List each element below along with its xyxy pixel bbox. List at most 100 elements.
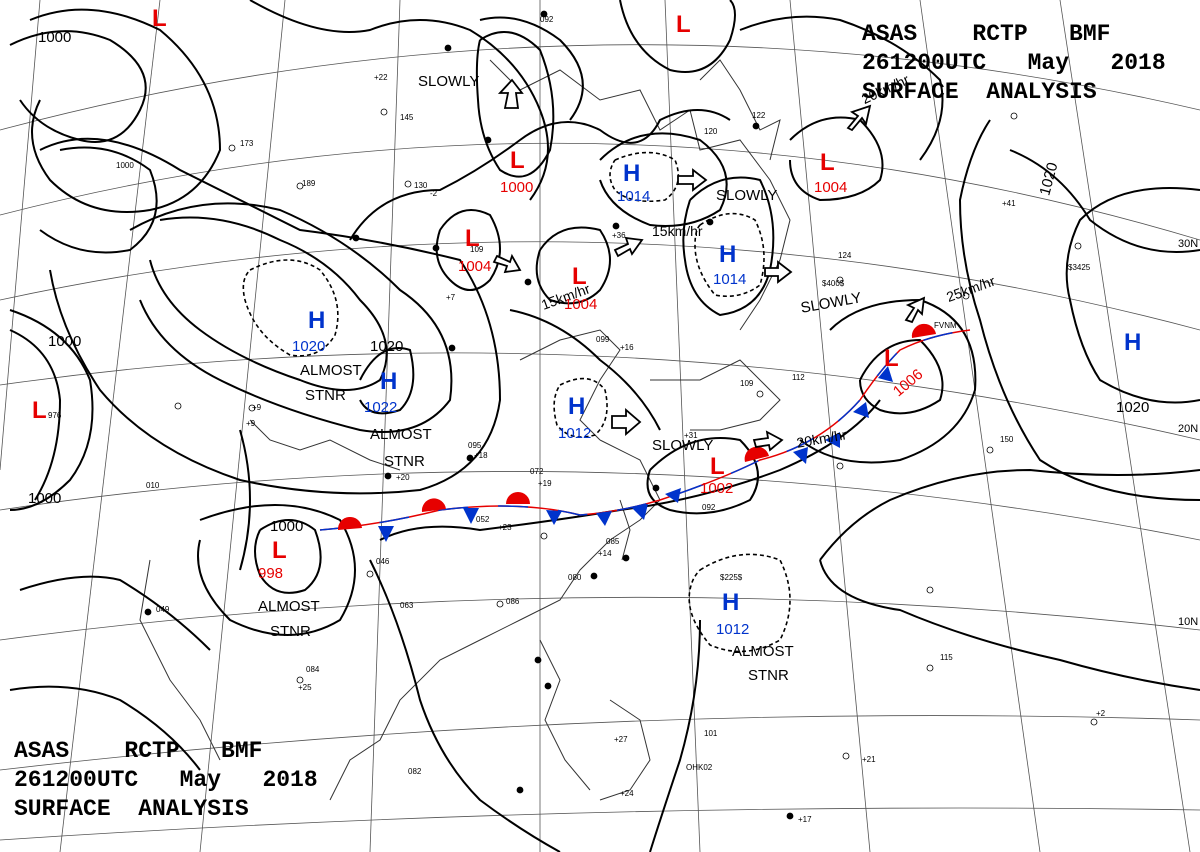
station-value: 099 bbox=[596, 335, 610, 344]
station-value: 072 bbox=[530, 467, 544, 476]
station-value: 189 bbox=[302, 179, 316, 188]
warm-front-semicircles bbox=[337, 323, 936, 530]
station-value: $225$ bbox=[720, 573, 743, 582]
isobar-label: 1000 bbox=[270, 518, 303, 535]
header-line-1: ASAS RCTP BMF bbox=[862, 21, 1111, 47]
station-value: 095 bbox=[468, 441, 482, 450]
motion-label: ALMOST bbox=[370, 426, 432, 443]
header-line-2: 261200UTC May 2018 bbox=[14, 767, 318, 793]
station-value: 049 bbox=[156, 605, 170, 614]
lat-label-30n: 30N bbox=[1178, 238, 1198, 250]
header-line-2: 261200UTC May 2018 bbox=[862, 50, 1166, 76]
motion-label: SLOWLY bbox=[652, 437, 713, 454]
isobar-label: 1000 bbox=[38, 29, 71, 46]
low-symbol: L bbox=[820, 149, 835, 176]
low-symbol: L bbox=[572, 263, 587, 290]
high-value: 1022 bbox=[364, 399, 397, 416]
low-value: 1000 bbox=[500, 179, 533, 196]
motion-label: STNR bbox=[384, 453, 425, 470]
high-symbol: H bbox=[568, 393, 585, 420]
station-value: $3425 bbox=[1068, 263, 1091, 272]
header-line-3: SURFACE ANALYSIS bbox=[14, 796, 249, 822]
low-value: 998 bbox=[258, 565, 283, 582]
station-value: +36 bbox=[612, 231, 626, 240]
station-markers bbox=[144, 10, 1098, 820]
station-value: 1000 bbox=[116, 161, 134, 170]
isobar-label: 1000 bbox=[28, 490, 61, 507]
station-value: 120 bbox=[704, 127, 718, 136]
station-value: OHK02 bbox=[686, 763, 713, 772]
station-value: 101 bbox=[704, 729, 718, 738]
header-line-3: SURFACE ANALYSIS bbox=[862, 79, 1097, 105]
station-value: 080 bbox=[568, 573, 582, 582]
station-value: +16 bbox=[620, 343, 634, 352]
station-value: +27 bbox=[614, 735, 628, 744]
station-value: +9 bbox=[246, 419, 256, 428]
station-value: +22 bbox=[374, 73, 388, 82]
high-symbol: H bbox=[1124, 329, 1141, 356]
high-value: 1012 bbox=[558, 425, 591, 442]
motion-arrow-icon bbox=[846, 104, 872, 132]
low-value: 1004 bbox=[458, 258, 491, 275]
station-value: 046 bbox=[376, 557, 390, 566]
motion-arrow-icon bbox=[492, 253, 522, 274]
station-value: 976 bbox=[48, 411, 62, 420]
lat-label-10n: 10N bbox=[1178, 616, 1198, 628]
station-value: 084 bbox=[306, 665, 320, 674]
motion-arrow-icon bbox=[611, 408, 642, 436]
station-value: +24 bbox=[620, 789, 634, 798]
station-value: 124 bbox=[838, 251, 852, 260]
low-symbol: L bbox=[152, 5, 167, 32]
low-symbol: L bbox=[676, 11, 691, 38]
station-value: +17 bbox=[798, 815, 812, 824]
station-value: 122 bbox=[752, 111, 766, 120]
station-value: +25 bbox=[298, 683, 312, 692]
station-value: 052 bbox=[476, 515, 490, 524]
motion-arrow-icon bbox=[764, 260, 793, 284]
high-value: 1012 bbox=[716, 621, 749, 638]
isobar-label: 1000 bbox=[48, 333, 81, 350]
station-value: 130 bbox=[414, 181, 428, 190]
motion-label: FVNM bbox=[934, 321, 957, 330]
low-value: 1004 bbox=[814, 179, 847, 196]
low-symbol: L bbox=[272, 537, 287, 564]
chart-header-bottom: ASAS RCTP BMF 261200UTC May 2018 SURFACE A… bbox=[14, 737, 318, 824]
header-line-1: ASAS RCTP BMF bbox=[14, 738, 263, 764]
station-value: +31 bbox=[684, 431, 698, 440]
coastlines bbox=[139, 59, 791, 801]
motion-label: ALMOST bbox=[258, 598, 320, 615]
station-value: -2 bbox=[430, 189, 438, 198]
high-value: 1014 bbox=[617, 188, 650, 205]
station-value: +20 bbox=[396, 473, 410, 482]
low-symbol: L bbox=[710, 453, 725, 480]
station-value: 150 bbox=[1000, 435, 1014, 444]
low-symbol: L bbox=[510, 147, 525, 174]
station-value: +18 bbox=[474, 451, 488, 460]
station-value: 085 bbox=[606, 537, 620, 546]
high-symbol: H bbox=[308, 307, 325, 334]
station-value: +41 bbox=[1002, 199, 1016, 208]
station-value: 086 bbox=[506, 597, 520, 606]
motion-label: SLOWLY bbox=[716, 187, 777, 204]
high-symbol: H bbox=[623, 160, 640, 187]
motion-arrow-icon bbox=[497, 78, 524, 109]
motion-arrow-icon bbox=[904, 296, 926, 324]
lat-label-20n: 20N bbox=[1178, 423, 1198, 435]
station-value: 109 bbox=[470, 245, 484, 254]
station-value: +2 bbox=[1096, 709, 1106, 718]
motion-label: ALMOST bbox=[732, 643, 794, 660]
station-value: 010 bbox=[146, 481, 160, 490]
motion-label: STNR bbox=[748, 667, 789, 684]
station-value: +21 bbox=[862, 755, 876, 764]
low-symbol: L bbox=[32, 397, 47, 424]
station-value: 092 bbox=[540, 15, 554, 24]
station-value: 115 bbox=[940, 653, 953, 662]
motion-arrows bbox=[492, 78, 926, 452]
station-value: +23 bbox=[498, 523, 512, 532]
motion-label: 15km/hr bbox=[652, 223, 703, 239]
high-symbol: H bbox=[380, 368, 397, 395]
isobars bbox=[9, 0, 1200, 852]
motion-label: ALMOST bbox=[300, 362, 362, 379]
